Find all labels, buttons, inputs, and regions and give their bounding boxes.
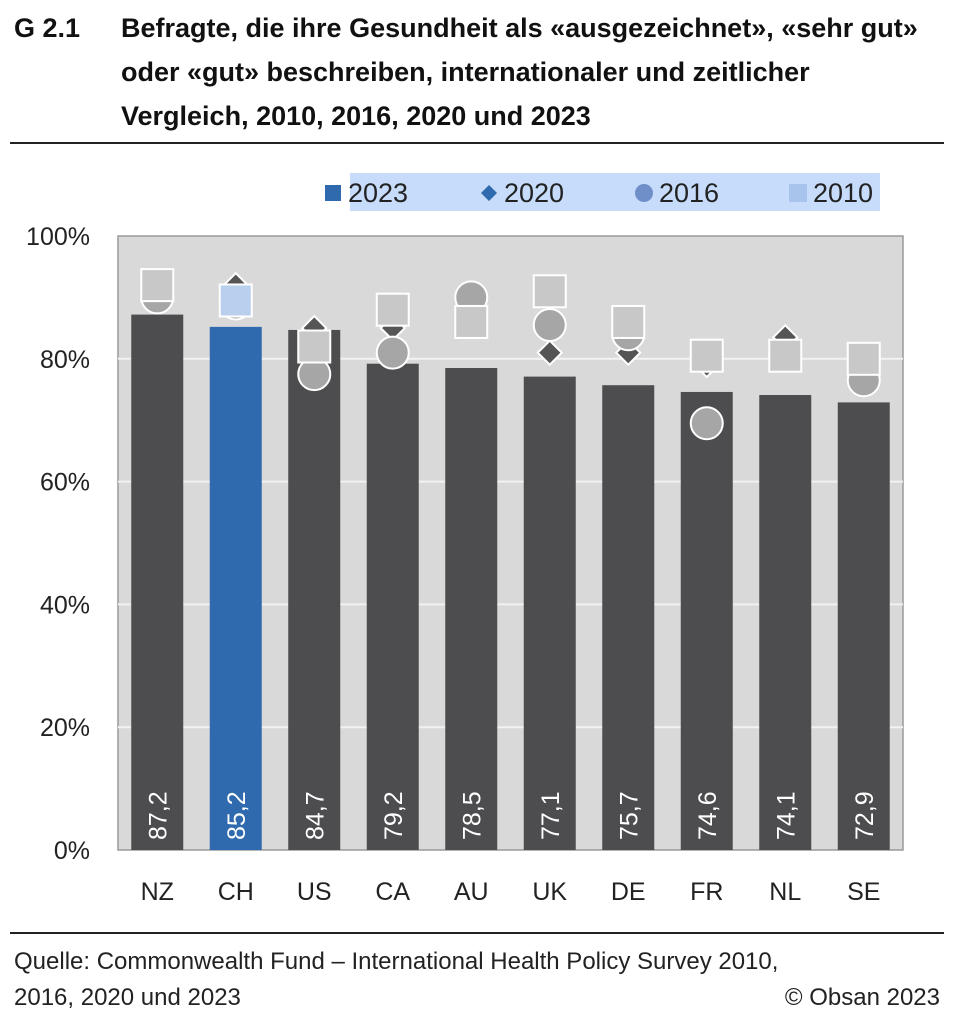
y-tick-label: 20% (40, 714, 90, 742)
y-tick-label: 60% (40, 469, 90, 497)
marker-2010-us (297, 329, 332, 364)
legend-marker-2016 (635, 184, 653, 202)
data-label-fr: 74,6 (694, 791, 722, 840)
legend-label-2016: 2016 (659, 178, 719, 208)
legend-label-2020: 2020 (504, 178, 564, 208)
data-label-us: 84,7 (301, 791, 329, 840)
marker-2010-ca (375, 292, 410, 327)
marker-2010-nl (768, 338, 803, 373)
marker-2016-ca (375, 335, 410, 370)
legend-marker-2020 (481, 185, 497, 201)
plot-area: 0% 20% 40% 60% 80% 100% 87,2 85,2 84,7 79,2 78,5 77… (26, 223, 904, 906)
marker-2010-ch (218, 283, 253, 318)
data-label-ch: 85,2 (223, 791, 251, 840)
legend-marker-2023 (325, 185, 341, 201)
marker-2010-au (454, 304, 489, 339)
source-line-2: 2016, 2020 und 2023 (14, 984, 241, 1011)
bar-chart: 2023 2020 2016 2010 0% 20% 40% 60% 80% 100% 87,2 8… (26, 173, 904, 906)
marker-2010-nz (140, 268, 175, 303)
marker-2016-uk (532, 308, 567, 343)
source-line-1: Quelle: Commonwealth Fund – Internationa… (14, 948, 779, 975)
data-label-uk: 77,1 (537, 791, 565, 840)
bar-nz (131, 314, 184, 850)
x-tick-label: NL (769, 878, 801, 906)
legend-marker-2010 (789, 184, 807, 202)
x-tick-label: FR (690, 878, 723, 906)
x-tick-label: UK (532, 878, 567, 906)
x-tick-label: CH (218, 878, 254, 906)
copyright: © Obsan 2023 (784, 984, 940, 1011)
data-label-de: 75,7 (615, 791, 643, 840)
marker-2010-uk (532, 274, 567, 309)
data-label-se: 72,9 (851, 791, 879, 840)
marker-2020-uk (536, 339, 564, 367)
bar-fr (680, 391, 733, 850)
y-tick-label: 100% (26, 223, 90, 251)
header-divider (10, 142, 944, 144)
footer-divider (10, 932, 944, 934)
bar-nl (759, 395, 812, 850)
y-tick-label: 80% (40, 346, 90, 374)
chart-title: Befragte, die ihre Gesundheit als «ausge… (121, 13, 918, 131)
bar-se (837, 402, 890, 850)
y-tick-label: 0% (54, 837, 90, 865)
data-label-nz: 87,2 (144, 791, 172, 840)
legend-label-2010: 2010 (813, 178, 873, 208)
data-label-au: 78,5 (458, 791, 486, 840)
data-label-nl: 74,1 (772, 791, 800, 840)
bar-au (445, 368, 498, 850)
x-tick-label: DE (611, 878, 646, 906)
figure-number: G 2.1 (14, 13, 81, 43)
x-tick-label: NZ (141, 878, 174, 906)
x-tick-label: US (297, 878, 332, 906)
x-tick-label: SE (847, 878, 880, 906)
data-label-ca: 79,2 (380, 791, 408, 840)
marker-2010-de (611, 304, 646, 339)
bar-de (602, 385, 655, 850)
y-tick-label: 40% (40, 591, 90, 619)
bar-ch (209, 326, 262, 850)
legend-label-2023: 2023 (348, 178, 408, 208)
x-tick-label: CA (375, 878, 410, 906)
source-note: Quelle: Commonwealth Fund – Internationa… (14, 944, 940, 1016)
bar-us (288, 329, 341, 850)
bar-ca (366, 363, 419, 850)
marker-2016-fr (689, 406, 724, 441)
legend: 2023 2020 2016 2010 (325, 173, 880, 211)
bar-uk (523, 376, 576, 850)
marker-2010-fr (689, 338, 724, 373)
marker-2010-se (846, 341, 881, 376)
x-tick-label: AU (454, 878, 489, 906)
